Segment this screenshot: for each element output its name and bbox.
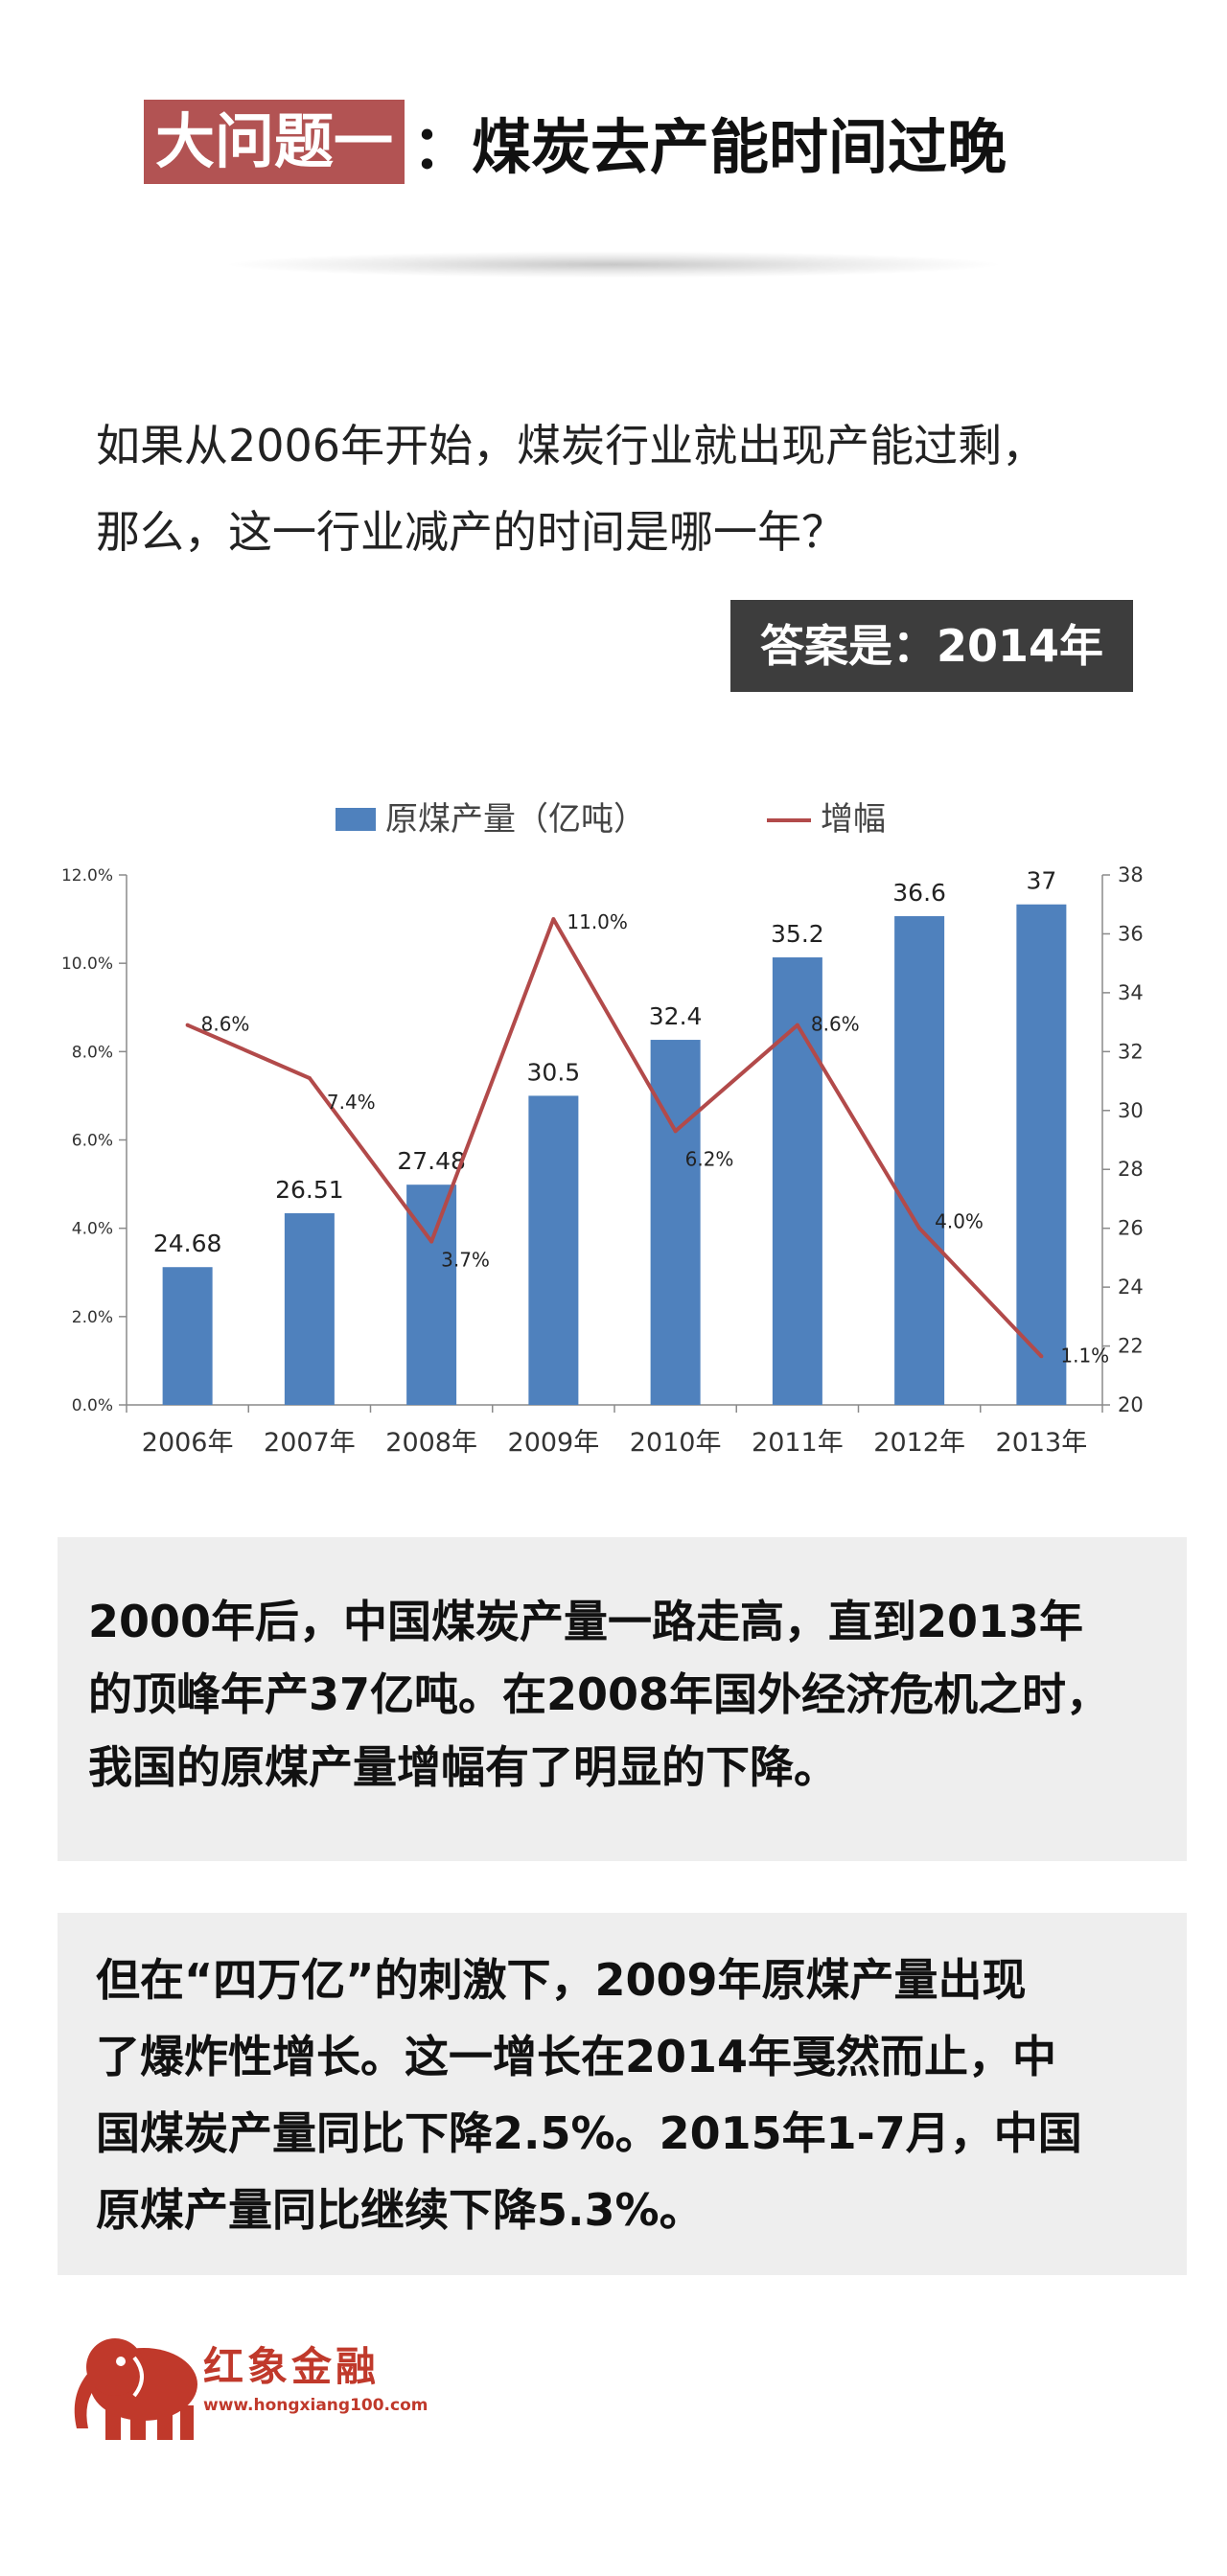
page-title: 大问题一 ：煤炭去产能时间过晚 (144, 96, 1007, 188)
bar-value-label: 26.51 (275, 1176, 344, 1204)
growth-value-label: 11.0% (567, 910, 628, 933)
question-line-2: 那么，这一行业减产的时间是哪一年？ (96, 506, 845, 558)
growth-value-label: 1.1% (1060, 1344, 1109, 1367)
growth-line (186, 917, 1043, 1358)
bar-value-label: 27.48 (397, 1147, 466, 1175)
legend-bar-label: 原煤产量（亿吨） (385, 800, 646, 839)
growth-value-label: 7.4% (327, 1091, 376, 1114)
x-tick-label: 2007年 (264, 1428, 356, 1458)
bar-value-label: 36.6 (892, 879, 946, 907)
x-tick-label: 2012年 (873, 1428, 965, 1458)
panel2-line: 但在“四万亿”的刺激下，2009年原煤产量出现 (96, 1954, 1027, 2006)
question-line-1: 如果从2006年开始，煤炭行业就出现产能过剩， (96, 420, 1047, 472)
title-divider (220, 251, 1007, 278)
y-right-tick-label: 22 (1118, 1335, 1144, 1358)
legend-line-label: 增幅 (821, 800, 886, 839)
answer-badge: 答案是：2014年 (730, 600, 1133, 692)
panel1-line: 的顶峰年产37亿吨。在2008年国外经济危机之时， (88, 1668, 1111, 1720)
bar-value-label: 30.5 (527, 1058, 581, 1086)
growth-point (673, 1129, 678, 1134)
growth-value-label: 6.2% (685, 1147, 734, 1170)
y-left-tick-label: 8.0% (72, 1043, 113, 1062)
bar-value-label: 32.4 (649, 1002, 703, 1030)
bar (772, 957, 822, 1405)
bar (1016, 904, 1067, 1405)
x-tick-label: 2010年 (630, 1428, 722, 1458)
y-left-tick-label: 2.0% (72, 1308, 113, 1327)
y-right-tick-label: 36 (1118, 922, 1144, 945)
growth-point (185, 1023, 190, 1027)
x-tick-label: 2008年 (385, 1428, 477, 1458)
growth-point (917, 1226, 922, 1230)
coal-production-chart: 原煤产量（亿吨） 增幅 0.0% 2.0% 4.0% 6.0% 8.0% 10.0% 12.0%… (61, 800, 1144, 1458)
bar (284, 1212, 335, 1405)
explanation-panel-2: 但在“四万亿”的刺激下，2009年原煤产量出现 了爆炸性增长。这一增长在2014… (58, 1913, 1187, 2275)
panel1-line: 我国的原煤产量增幅有了明显的下降。 (88, 1741, 838, 1793)
y-left-tick-label: 6.0% (72, 1132, 113, 1151)
brand-name: 红象金融 (203, 2343, 381, 2390)
growth-value-label: 4.0% (935, 1210, 984, 1233)
brand-url: www.hongxiang100.com (203, 2396, 428, 2415)
explanation-panel-1: 2000年后，中国煤炭产量一路走高，直到2013年 的顶峰年产37亿吨。在200… (58, 1537, 1187, 1861)
growth-value-label: 8.6% (811, 1013, 860, 1036)
y-left-tick-label: 12.0% (61, 866, 113, 886)
growth-value-label: 8.6% (201, 1013, 250, 1036)
title-text: ：煤炭去产能时间过晚 (412, 112, 1007, 182)
question-text: 如果从2006年开始，煤炭行业就出现产能过剩， 那么，这一行业减产的时间是哪一年… (96, 402, 1150, 575)
title-tag: 大问题一 (144, 100, 405, 184)
bar (894, 916, 945, 1405)
growth-value-label: 3.7% (441, 1248, 490, 1271)
bar-value-label: 35.2 (771, 920, 824, 948)
y-right-tick-label: 30 (1118, 1099, 1144, 1122)
x-tick-label: 2013年 (996, 1428, 1088, 1458)
y-left-tick-label: 0.0% (72, 1396, 113, 1415)
legend-bar-swatch (336, 808, 376, 831)
panel2-line: 了爆炸性增长。这一增长在2014年戛然而止，中 (96, 2031, 1057, 2082)
y-right-tick-label: 24 (1118, 1276, 1144, 1299)
y-right-tick-label: 20 (1118, 1393, 1144, 1416)
bar-value-label: 24.68 (153, 1230, 222, 1257)
y-left-tick-label: 4.0% (72, 1220, 113, 1239)
bar-value-label: 37 (1026, 867, 1056, 895)
growth-point (1039, 1354, 1044, 1359)
y-right-tick-label: 38 (1118, 863, 1144, 886)
x-tick-label: 2009年 (508, 1428, 600, 1458)
growth-point (307, 1075, 312, 1080)
growth-point (551, 917, 556, 922)
elephant-logo-icon (74, 2338, 197, 2440)
y-right-tick-label: 32 (1118, 1040, 1144, 1063)
bar (528, 1095, 579, 1405)
panel1-line: 2000年后，中国煤炭产量一路走高，直到2013年 (88, 1596, 1084, 1647)
panel2-line: 原煤产量同比继续下降5.3%。 (96, 2184, 704, 2236)
panel2-line: 国煤炭产量同比下降2.5%。2015年1-7月，中国 (96, 2107, 1082, 2159)
bar (162, 1267, 213, 1405)
y-right-tick-label: 34 (1118, 981, 1144, 1004)
growth-point (795, 1023, 799, 1027)
y-left-tick-label: 10.0% (61, 954, 113, 974)
bar (650, 1040, 701, 1405)
x-tick-label: 2006年 (142, 1428, 234, 1458)
y-right-tick-label: 26 (1118, 1217, 1144, 1240)
growth-point (429, 1239, 434, 1244)
y-right-tick-label: 28 (1118, 1158, 1144, 1181)
x-tick-label: 2011年 (752, 1428, 844, 1458)
